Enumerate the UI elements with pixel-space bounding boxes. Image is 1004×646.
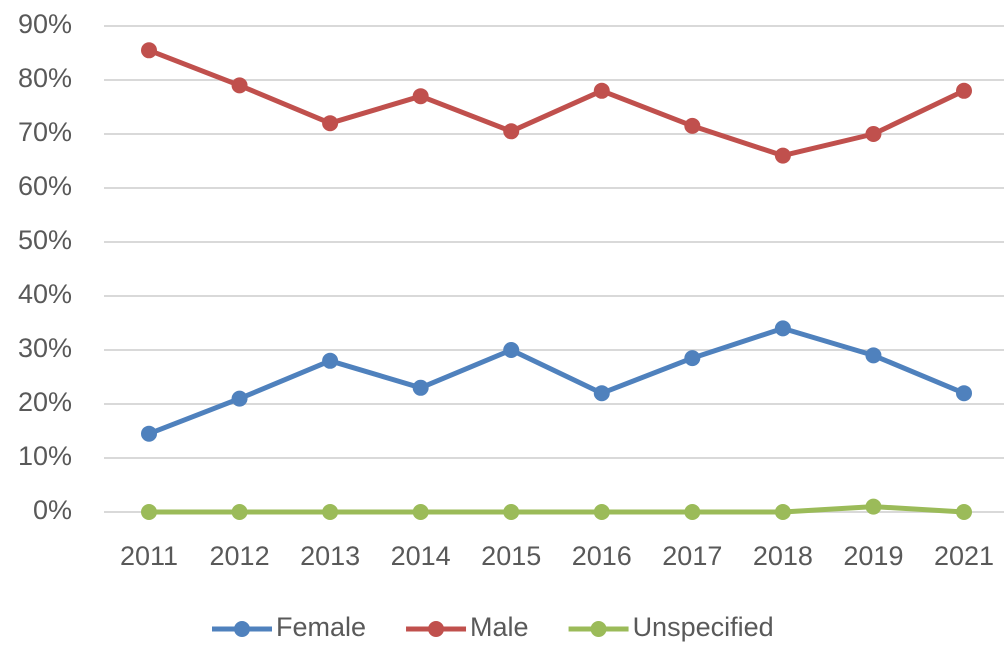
data-point	[956, 504, 972, 520]
data-point	[593, 504, 610, 520]
y-tick-label: 20%	[18, 387, 72, 417]
x-tick-label: 2021	[934, 541, 994, 571]
data-point	[231, 77, 248, 94]
data-point	[322, 115, 339, 132]
legend-label: Male	[470, 612, 529, 642]
data-point	[684, 504, 701, 520]
data-point	[684, 117, 701, 134]
data-point	[412, 88, 429, 105]
data-point	[865, 126, 882, 142]
x-tick-label: 2014	[391, 541, 451, 571]
y-tick-label: 0%	[33, 495, 72, 525]
legend-marker	[428, 621, 445, 637]
y-tick-label: 70%	[18, 117, 72, 147]
x-tick-label: 2018	[753, 541, 813, 571]
data-point	[774, 320, 791, 337]
x-tick-label: 2019	[843, 541, 903, 571]
x-tick-label: 2016	[572, 541, 632, 571]
x-tick-label: 2015	[481, 541, 541, 571]
data-point	[141, 425, 157, 442]
legend-label: Unspecified	[633, 612, 774, 642]
data-point	[593, 385, 610, 402]
data-point	[231, 390, 248, 407]
y-tick-label: 10%	[18, 441, 72, 471]
data-point	[141, 42, 157, 59]
data-point	[503, 504, 520, 520]
series-line	[148, 325, 965, 437]
data-point	[503, 342, 520, 358]
x-tick-label: 2017	[662, 541, 722, 571]
data-point	[774, 147, 791, 164]
data-point	[412, 379, 429, 396]
data-point	[231, 504, 248, 520]
data-point	[141, 504, 157, 520]
y-tick-label: 30%	[18, 333, 72, 363]
legend-marker	[234, 621, 250, 637]
data-point	[503, 123, 520, 140]
data-point	[865, 347, 882, 364]
x-tick-label: 2012	[210, 541, 270, 571]
y-tick-label: 50%	[18, 225, 72, 255]
data-point	[956, 82, 972, 99]
legend-label: Female	[276, 612, 366, 642]
legend-marker	[590, 621, 607, 637]
data-point	[865, 498, 882, 515]
y-tick-label: 60%	[18, 171, 72, 201]
data-point	[322, 352, 339, 369]
data-point	[412, 504, 429, 520]
data-point	[593, 82, 610, 99]
series-line	[148, 47, 966, 159]
x-tick-label: 2011	[120, 541, 178, 571]
data-point	[956, 385, 972, 402]
x-tick-label: 2013	[300, 541, 360, 571]
data-point	[684, 350, 701, 367]
y-tick-label: 90%	[18, 9, 72, 39]
data-point	[774, 504, 791, 520]
series-line	[149, 504, 965, 515]
y-tick-label: 40%	[18, 279, 72, 309]
data-point	[322, 504, 339, 520]
y-tick-label: 80%	[18, 63, 72, 93]
